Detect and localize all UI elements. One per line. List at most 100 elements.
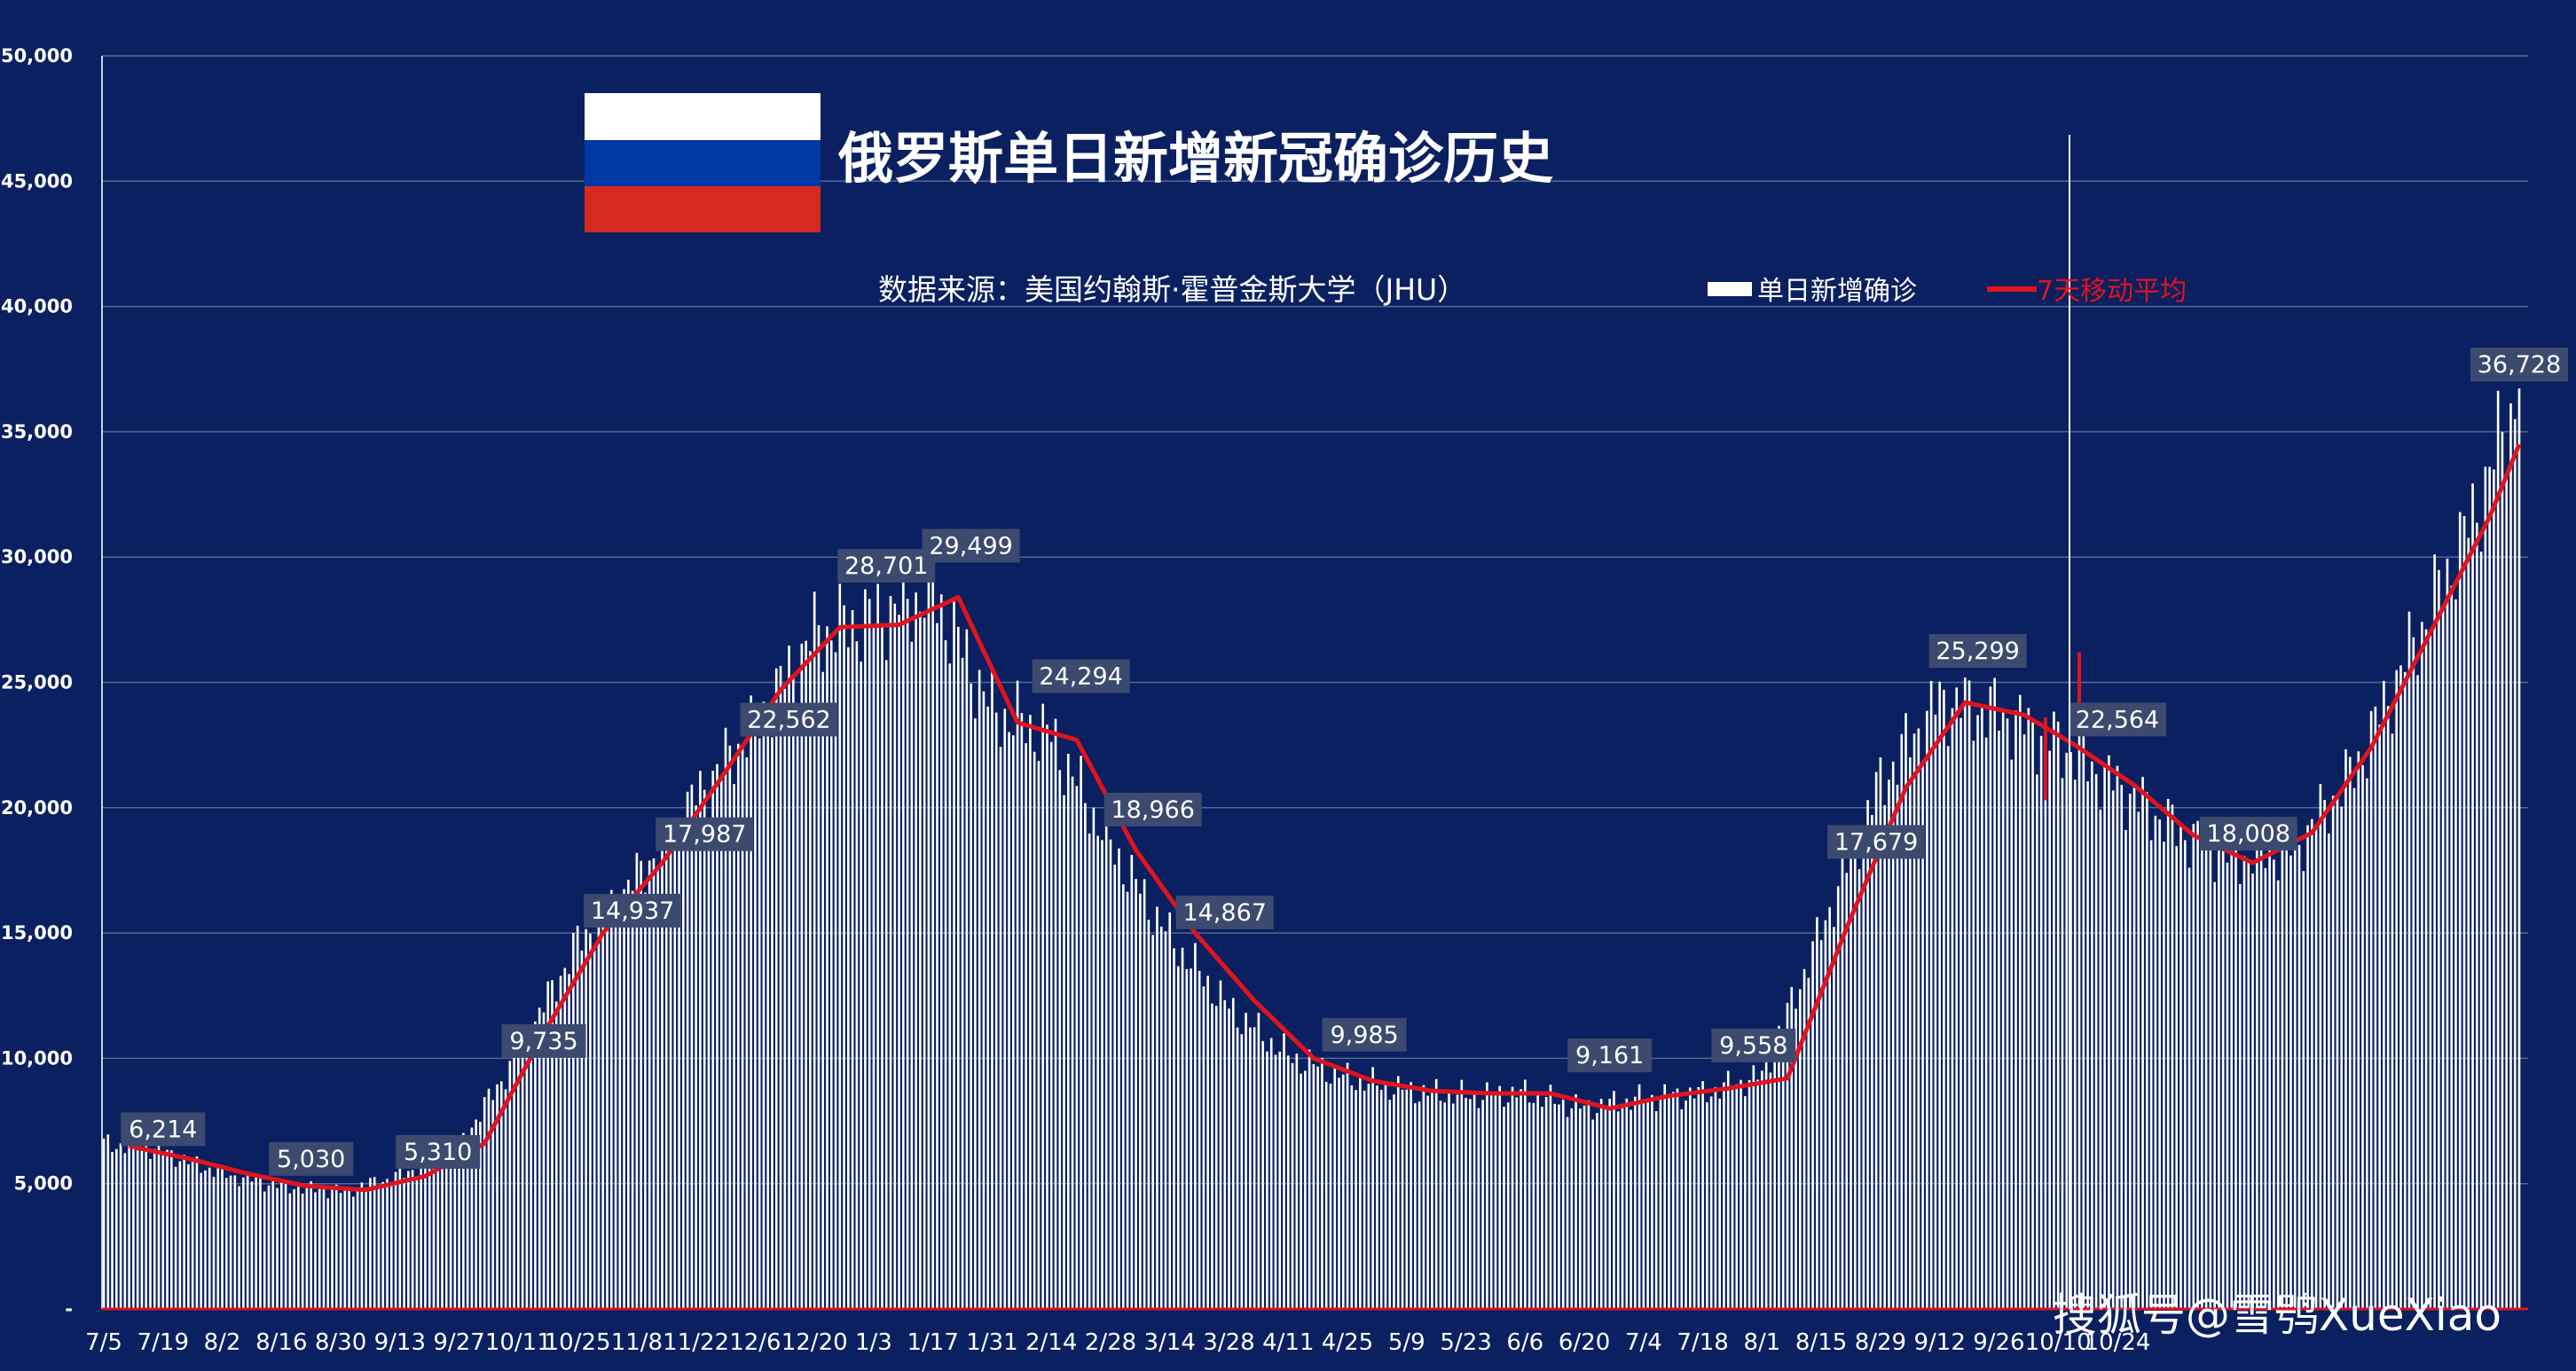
bar <box>2137 811 2140 1309</box>
x-tick-label: 11/8 <box>611 1329 663 1356</box>
bar <box>1874 772 1878 1309</box>
bar <box>2264 867 2267 1309</box>
bar <box>1685 1101 1687 1309</box>
bar <box>589 933 592 1309</box>
bar <box>483 1097 486 1309</box>
bar <box>627 880 630 1309</box>
y-tick-label: 10,000 <box>1 1047 73 1069</box>
bar <box>2163 842 2165 1309</box>
bar <box>719 776 723 1309</box>
bar <box>1587 1100 1590 1309</box>
bar <box>902 558 905 1309</box>
bar <box>669 848 672 1309</box>
bar <box>208 1167 211 1309</box>
bar <box>872 625 876 1309</box>
bar <box>843 605 845 1309</box>
bar <box>491 1100 495 1309</box>
bar <box>1308 1049 1311 1309</box>
bar <box>1981 707 1983 1309</box>
bar <box>1003 709 1007 1309</box>
average-line <box>129 443 2522 1193</box>
bar <box>428 1163 431 1309</box>
x-tick-label: 10/11 <box>485 1329 552 1356</box>
data-label: 22,564 <box>2076 706 2159 733</box>
bar <box>623 889 625 1309</box>
bar <box>1477 1108 1480 1309</box>
bar <box>466 1142 469 1309</box>
bar <box>1566 1116 1569 1309</box>
data-label: 9,735 <box>509 1028 577 1055</box>
bar <box>1016 680 1019 1309</box>
bar <box>1541 1107 1543 1309</box>
bar <box>263 1191 266 1309</box>
bar <box>1168 912 1172 1309</box>
bar <box>1135 879 1137 1309</box>
bar <box>864 589 867 1309</box>
bar <box>1033 751 1036 1309</box>
bar <box>111 1151 114 1309</box>
bar <box>1147 920 1151 1309</box>
bar <box>635 852 639 1309</box>
bar <box>944 640 947 1309</box>
bar <box>1943 689 1945 1309</box>
bar <box>1701 1081 1704 1309</box>
bar <box>1836 886 1840 1309</box>
bar <box>2166 798 2170 1309</box>
bar <box>1917 728 1920 1309</box>
bar <box>1811 941 1814 1309</box>
bar <box>1295 1054 1299 1309</box>
bar <box>779 665 782 1309</box>
bar <box>1159 926 1163 1309</box>
x-tick-label: 4/11 <box>1262 1329 1314 1356</box>
bar <box>1921 764 1924 1309</box>
bar <box>2361 764 2364 1309</box>
bar <box>2352 787 2356 1309</box>
bar <box>1063 795 1065 1309</box>
x-tick-label: 6/20 <box>1559 1329 1610 1356</box>
bar <box>1883 804 1886 1309</box>
data-label: 18,008 <box>2207 820 2290 848</box>
bar <box>1101 840 1103 1309</box>
y-tick-label: - <box>65 1298 73 1320</box>
bar <box>2314 828 2318 1309</box>
bar <box>1456 1094 1459 1309</box>
bar <box>1515 1097 1519 1309</box>
bar <box>1764 1058 1768 1309</box>
bar <box>618 927 622 1309</box>
bar <box>2476 522 2478 1309</box>
bar <box>788 645 790 1309</box>
chart-source: 数据来源：美国约翰斯·霍普金斯大学（JHU） <box>878 272 1466 307</box>
data-label: 14,937 <box>591 897 674 925</box>
bar <box>2513 419 2517 1309</box>
bar <box>475 1119 477 1309</box>
x-tick-label: 9/13 <box>374 1329 426 1356</box>
bar <box>1795 1008 1797 1309</box>
bar <box>1359 1077 1362 1309</box>
bar <box>1929 680 1933 1309</box>
bar <box>1740 1079 1742 1309</box>
bar <box>1634 1096 1637 1309</box>
bar <box>1376 1085 1378 1309</box>
x-tick-label: 3/14 <box>1144 1329 1196 1356</box>
bar <box>1692 1098 1696 1309</box>
bar <box>1426 1095 1429 1309</box>
data-label: 22,562 <box>747 706 830 733</box>
bar <box>1798 989 1802 1309</box>
bar <box>2027 708 2030 1309</box>
bar <box>2429 632 2432 1309</box>
bar <box>479 1121 482 1309</box>
bar <box>1621 1108 1624 1309</box>
bar <box>1286 1055 1290 1309</box>
bar <box>1984 737 1988 1309</box>
bar <box>2306 825 2309 1309</box>
bar <box>695 805 697 1309</box>
bar <box>1781 1030 1785 1309</box>
x-tick-label: 7/4 <box>1625 1329 1662 1356</box>
bar <box>2056 721 2060 1309</box>
data-label: 9,558 <box>1719 1032 1787 1060</box>
bar <box>1575 1094 1577 1309</box>
bar <box>1025 743 1027 1309</box>
bar <box>796 707 799 1309</box>
bar <box>153 1148 156 1309</box>
